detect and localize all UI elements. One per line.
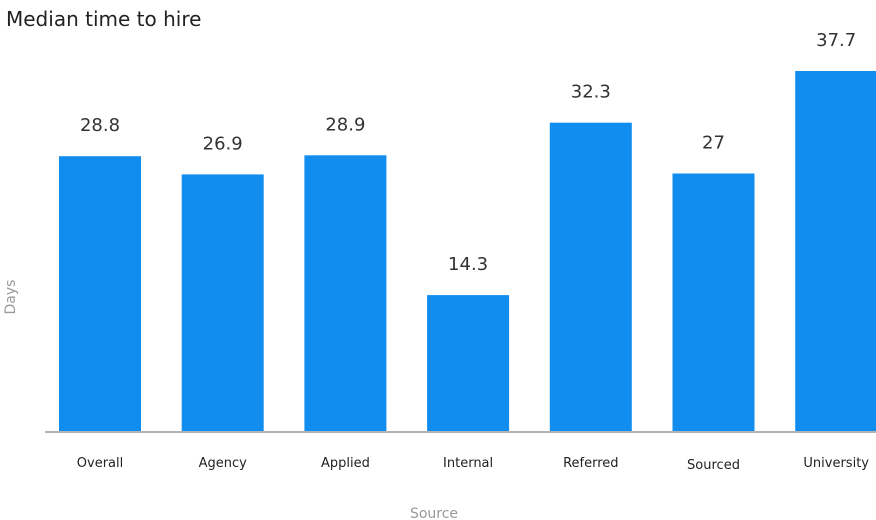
value-label-applied: 28.9	[325, 114, 365, 135]
bar-agency	[181, 174, 264, 432]
bar-university	[795, 71, 876, 432]
tick-label-referred: Referred	[563, 456, 618, 471]
bar-sourced	[672, 173, 755, 432]
tick-labels-layer: Overall Agency Applied Internal Referred Sour…	[77, 456, 870, 473]
value-label-overall: 28.8	[80, 115, 120, 136]
tick-label-applied: Applied	[321, 456, 370, 471]
value-label-university: 37.7	[816, 30, 856, 51]
tick-label-agency: Agency	[199, 456, 248, 471]
bars-layer	[59, 71, 876, 433]
bar-overall	[59, 156, 141, 432]
tick-label-sourced: Sourced	[687, 458, 740, 473]
bar-applied	[304, 155, 387, 433]
x-axis-title: Source	[410, 506, 458, 520]
chart-title: Median time to hire	[6, 7, 201, 31]
tick-label-overall: Overall	[77, 456, 123, 471]
bar-referred	[549, 122, 632, 432]
value-label-sourced: 27	[702, 133, 725, 154]
value-label-agency: 26.9	[203, 133, 243, 154]
tick-label-university: University	[803, 456, 869, 471]
bar-internal	[427, 295, 510, 432]
tick-label-internal: Internal	[443, 456, 493, 471]
y-axis-title: Days	[3, 280, 19, 315]
value-label-internal: 14.3	[448, 254, 488, 275]
value-labels-layer: 28.8 26.9 28.9 14.3 32.3 27 37.7	[80, 30, 856, 275]
value-label-referred: 32.3	[571, 82, 611, 103]
